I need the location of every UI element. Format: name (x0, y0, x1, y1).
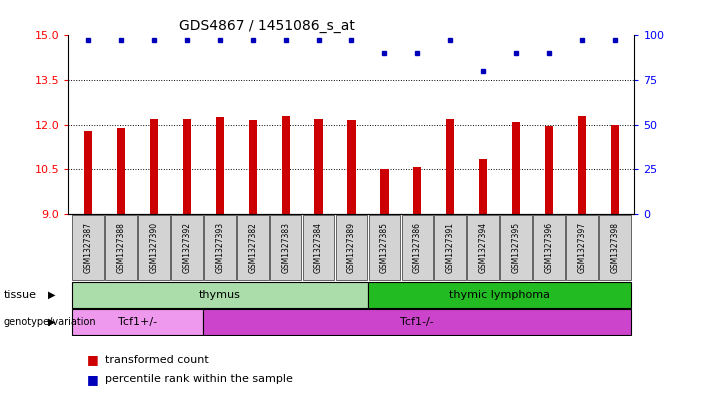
Text: GSM1327391: GSM1327391 (446, 222, 455, 273)
FancyBboxPatch shape (72, 215, 104, 280)
Bar (512, 122, 520, 214)
Text: percentile rank within the sample: percentile rank within the sample (105, 374, 293, 384)
FancyBboxPatch shape (467, 215, 499, 280)
Text: transformed count: transformed count (105, 354, 208, 365)
Text: ▶: ▶ (48, 290, 56, 300)
Text: GSM1327384: GSM1327384 (314, 222, 323, 273)
Text: GSM1327393: GSM1327393 (216, 222, 224, 273)
FancyBboxPatch shape (599, 215, 631, 280)
Text: GSM1327388: GSM1327388 (117, 222, 125, 273)
Text: GSM1327390: GSM1327390 (149, 222, 159, 273)
Bar (282, 116, 290, 214)
FancyBboxPatch shape (270, 215, 301, 280)
Bar (314, 119, 323, 214)
Bar (446, 119, 454, 214)
Text: genotype/variation: genotype/variation (4, 317, 96, 327)
Bar (249, 120, 257, 214)
Text: tissue: tissue (4, 290, 37, 300)
FancyBboxPatch shape (72, 309, 203, 336)
FancyBboxPatch shape (237, 215, 268, 280)
Bar (216, 118, 224, 214)
FancyBboxPatch shape (533, 215, 565, 280)
Text: Tcf1-/-: Tcf1-/- (400, 317, 434, 327)
Text: ▶: ▶ (48, 317, 56, 327)
FancyBboxPatch shape (402, 215, 433, 280)
Text: GSM1327382: GSM1327382 (248, 222, 257, 273)
FancyBboxPatch shape (336, 215, 367, 280)
Text: GSM1327387: GSM1327387 (84, 222, 93, 273)
Text: GSM1327383: GSM1327383 (281, 222, 290, 273)
Bar (611, 125, 619, 214)
FancyBboxPatch shape (138, 215, 170, 280)
Text: GSM1327396: GSM1327396 (544, 222, 554, 273)
FancyBboxPatch shape (72, 281, 368, 308)
Text: ■: ■ (87, 373, 98, 386)
Bar (348, 120, 355, 214)
FancyBboxPatch shape (500, 215, 532, 280)
FancyBboxPatch shape (368, 215, 400, 280)
Text: thymus: thymus (199, 290, 241, 300)
Text: GSM1327394: GSM1327394 (479, 222, 487, 273)
Text: GSM1327398: GSM1327398 (610, 222, 619, 273)
Bar (117, 128, 125, 214)
FancyBboxPatch shape (171, 215, 203, 280)
FancyBboxPatch shape (566, 215, 598, 280)
Bar (413, 167, 421, 214)
Text: GSM1327397: GSM1327397 (578, 222, 586, 273)
Bar (84, 131, 92, 214)
Bar (578, 116, 586, 214)
Title: GDS4867 / 1451086_s_at: GDS4867 / 1451086_s_at (179, 19, 355, 33)
FancyBboxPatch shape (435, 215, 466, 280)
Bar (150, 119, 158, 214)
Bar (183, 119, 191, 214)
Bar (380, 169, 389, 214)
FancyBboxPatch shape (303, 215, 335, 280)
FancyBboxPatch shape (203, 309, 631, 336)
Text: GSM1327386: GSM1327386 (413, 222, 422, 273)
Text: ■: ■ (87, 353, 98, 366)
Text: GSM1327395: GSM1327395 (511, 222, 521, 273)
Text: thymic lymphoma: thymic lymphoma (449, 290, 550, 300)
Text: Tcf1+/-: Tcf1+/- (118, 317, 157, 327)
Bar (545, 126, 553, 214)
Text: GSM1327389: GSM1327389 (347, 222, 356, 273)
Bar (479, 159, 487, 214)
Text: GSM1327385: GSM1327385 (380, 222, 389, 273)
Text: GSM1327392: GSM1327392 (182, 222, 192, 273)
FancyBboxPatch shape (105, 215, 137, 280)
FancyBboxPatch shape (204, 215, 236, 280)
FancyBboxPatch shape (368, 281, 631, 308)
